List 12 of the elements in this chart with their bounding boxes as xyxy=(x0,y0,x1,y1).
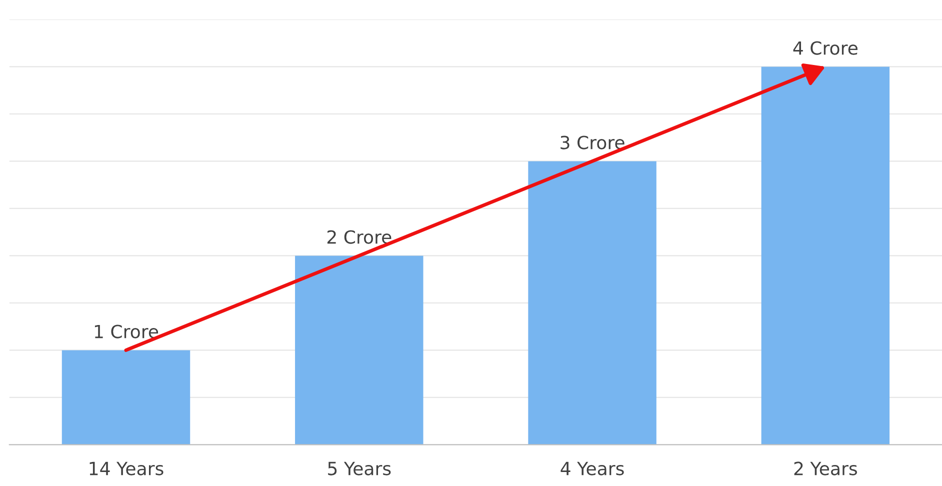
x-tick-label: 2 Years xyxy=(794,462,857,476)
bar xyxy=(761,66,890,445)
bar xyxy=(62,350,190,445)
data-label: 2 Crore xyxy=(327,230,392,244)
data-label: 3 Crore xyxy=(560,136,624,150)
bar xyxy=(528,161,656,445)
x-tick-label: 5 Years xyxy=(328,462,391,476)
bar xyxy=(295,256,424,445)
x-tick-label: 14 Years xyxy=(90,462,164,476)
x-tick-label: 4 Years xyxy=(560,462,624,476)
data-label: 4 Crore xyxy=(793,41,858,55)
data-label: 1 Crore xyxy=(94,324,158,338)
